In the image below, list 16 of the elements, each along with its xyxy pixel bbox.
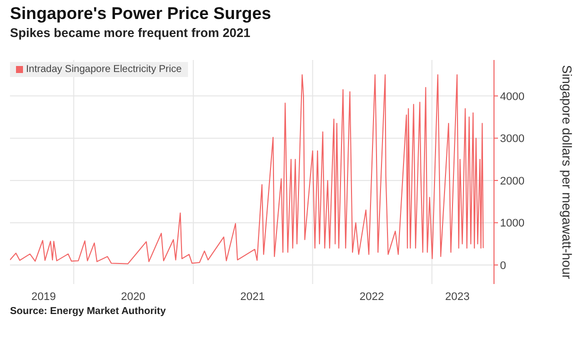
y-tick-label: 4000 (500, 90, 524, 103)
y-tick-label: 1000 (500, 218, 524, 230)
x-tick-label: 2022 (360, 290, 384, 303)
y-axis-title: Singapore dollars per megawatt-hour (559, 65, 574, 280)
y-tick-label: 0 (500, 260, 506, 272)
source-note: Source: Energy Market Authority (10, 306, 166, 317)
y-tick-label: 3000 (500, 133, 524, 146)
y-tick-label: 2000 (500, 175, 524, 188)
x-tick-label: 2020 (120, 290, 146, 303)
chart-title: Singapore's Power Price Surges (10, 4, 272, 24)
x-tick-label: 2019 (31, 290, 56, 303)
x-tick-label: 2021 (240, 290, 265, 303)
line-series (10, 74, 484, 264)
x-tick-label: 2023 (445, 290, 470, 303)
chart-subtitle: Spikes became more frequent from 2021 (10, 26, 250, 40)
legend-label: Intraday Singapore Electricity Price (26, 64, 182, 75)
